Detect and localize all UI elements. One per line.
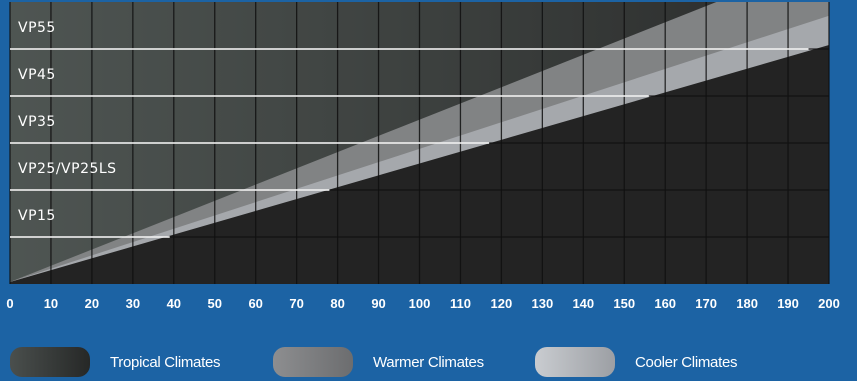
- x-tick-label: 70: [289, 296, 303, 311]
- model-lines: [10, 48, 809, 238]
- legend-label-tropical: Tropical Climates: [110, 353, 221, 371]
- x-tick-label: 180: [736, 296, 758, 311]
- x-tick-label: 80: [330, 296, 344, 311]
- x-tick-label: 140: [572, 296, 594, 311]
- legend-item-cooler: Cooler Climates: [535, 346, 738, 378]
- x-tick-label: 200: [818, 296, 840, 311]
- band-tropical: [10, 2, 717, 282]
- model-labels: VP55 VP45 VP35 VP25/VP25LS VP15: [18, 20, 117, 224]
- x-tick-label: 150: [613, 296, 635, 311]
- x-tick-label: 160: [654, 296, 676, 311]
- x-tick-label: 10: [44, 296, 58, 311]
- x-tick-label: 90: [371, 296, 385, 311]
- model-label: VP15: [18, 208, 56, 224]
- x-tick-label: 190: [777, 296, 799, 311]
- x-tick-label: 170: [695, 296, 717, 311]
- legend-swatch-warmer: [273, 347, 353, 377]
- x-tick-label: 30: [126, 296, 140, 311]
- x-tick-label: 50: [208, 296, 222, 311]
- x-tick-label: 100: [409, 296, 431, 311]
- legend-swatch-tropical: [10, 347, 90, 377]
- x-tick-label: 110: [450, 296, 471, 311]
- x-tick-label: 20: [85, 296, 99, 311]
- legend-swatch-cooler: [535, 347, 615, 377]
- climate-chart: VP55 VP45 VP35 VP25/VP25LS VP15 0 10 20 30 40 50 6…: [6, 2, 840, 311]
- legend: Tropical Climates Warmer Climates Cooler…: [0, 346, 857, 378]
- x-tick-label: 130: [531, 296, 553, 311]
- legend-item-tropical: Tropical Climates: [10, 346, 221, 378]
- x-tick-label: 0: [6, 296, 13, 311]
- model-label: VP35: [18, 114, 56, 130]
- model-label: VP45: [18, 67, 56, 83]
- x-tick-label: 120: [491, 296, 513, 311]
- legend-label-cooler: Cooler Climates: [635, 353, 738, 371]
- legend-label-warmer: Warmer Climates: [373, 353, 484, 371]
- legend-item-warmer: Warmer Climates: [273, 346, 484, 378]
- x-tick-label: 60: [248, 296, 262, 311]
- model-label: VP55: [18, 20, 56, 36]
- x-axis-tick-labels: 0 10 20 30 40 50 60 70 80 90 100 110 120 130 140 150 160…: [6, 296, 839, 311]
- x-tick-label: 40: [167, 296, 181, 311]
- model-label: VP25/VP25LS: [18, 161, 117, 177]
